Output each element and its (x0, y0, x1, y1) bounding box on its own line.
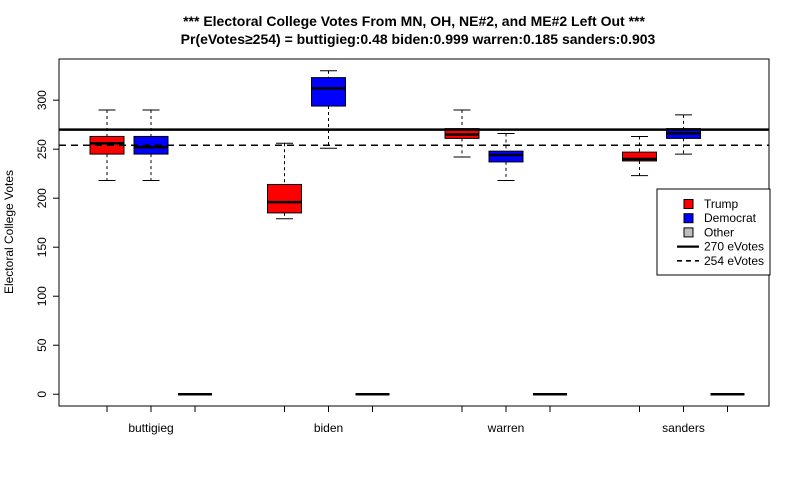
y-tick-label-200: 200 (35, 188, 49, 208)
box-body (133, 135, 169, 155)
box-sanders-trump (622, 135, 657, 177)
legend-label: Democrat (704, 211, 757, 225)
legend-item-254-evotes: 254 eVotes (677, 254, 764, 268)
y-tick-label-250: 250 (35, 139, 49, 159)
box-sanders-democrat (666, 114, 701, 155)
reference-lines-layer (59, 128, 769, 147)
y-tick-label-0: 0 (35, 391, 49, 398)
y-tick-label-100: 100 (35, 286, 49, 306)
boxes-layer (89, 70, 745, 396)
legend-label: 254 eVotes (704, 254, 764, 268)
box-body (267, 183, 302, 214)
box-buttigieg-democrat (133, 109, 169, 182)
legend-item-democrat: Democrat (683, 211, 757, 225)
legend-item-other: Other (683, 225, 734, 239)
x-category-label-buttigieg: buttigieg (128, 421, 173, 435)
legend-label: Other (704, 225, 734, 239)
legend-swatch (683, 213, 694, 224)
box-biden-democrat (311, 70, 346, 149)
y-tick-label-150: 150 (35, 237, 49, 257)
x-category-label-biden: biden (314, 421, 343, 435)
box-biden-trump (267, 142, 302, 220)
x-category-label-sanders: sanders (662, 421, 705, 435)
y-tick-label-300: 300 (35, 90, 49, 110)
box-body (488, 150, 524, 163)
y-axis-label: Electoral College Votes (2, 170, 16, 294)
box-warren-democrat (488, 132, 524, 182)
legend-item-trump: Trump (683, 197, 739, 211)
legend-swatch (683, 227, 694, 238)
chart-subtitle: Pr(eVotes≥254) = buttigieg:0.48 biden:0.… (181, 31, 656, 47)
box-body (311, 77, 346, 107)
chart-title: *** Electoral College Votes From MN, OH,… (183, 13, 645, 29)
x-category-label-warren: warren (487, 421, 525, 435)
legend-label: 270 eVotes (704, 240, 764, 254)
legend-item-270-evotes: 270 eVotes (677, 240, 764, 254)
y-tick-label-50: 50 (35, 338, 49, 352)
legend-label: Trump (704, 197, 739, 211)
axes-layer: 0 50 100 150 200 250 300 buttigieg biden warren sa… (35, 90, 728, 435)
box-body (622, 151, 657, 162)
legend-frame (656, 188, 771, 276)
box-warren-trump (444, 109, 480, 158)
legend-swatch (683, 199, 694, 209)
